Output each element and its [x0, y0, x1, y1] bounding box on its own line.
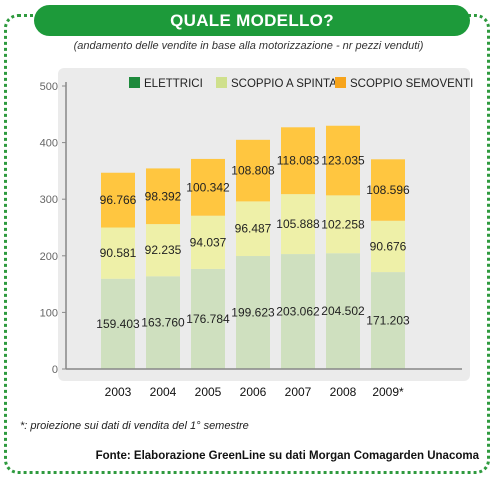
legend-label: SCOPPIO A SPINTA [231, 78, 337, 90]
bar-segment-scoppio-semoventi [326, 125, 360, 196]
bar-segment-scoppio-a-spinta [191, 215, 225, 269]
bar-segment-scoppio-semoventi [281, 127, 315, 195]
bar-segment-scoppio-a-spinta [326, 195, 360, 254]
bar-segment-elettrici [236, 256, 270, 369]
bar-segment-scoppio-a-spinta [101, 227, 135, 279]
data-label: 90.581 [100, 246, 137, 260]
x-tick-label: 2006 [240, 385, 267, 399]
bar-stack-2009: 171.203 90.676 108.596 [366, 159, 410, 369]
data-label: 199.623 [231, 306, 275, 320]
data-label: 90.676 [370, 239, 407, 253]
data-label: 96.487 [235, 222, 272, 236]
x-tick-label: 2008 [330, 385, 357, 399]
y-tick-label: 400 [40, 138, 58, 150]
bar-segment-scoppio-semoventi [371, 159, 405, 221]
data-label: 96.766 [100, 193, 137, 207]
bar-segment-scoppio-a-spinta [236, 201, 270, 257]
data-label: 105.888 [276, 217, 320, 231]
bar-stack-2004: 163.760 92.235 98.392 [141, 168, 185, 369]
x-tick-label: 2007 [285, 385, 312, 399]
y-tick-label: 200 [40, 251, 58, 263]
y-axis: 0 100 200 300 400 500 [40, 81, 67, 376]
bar-stack-2003: 159.403 90.581 96.766 [96, 172, 140, 369]
bar-segment-scoppio-semoventi [191, 158, 225, 216]
data-label: 108.808 [231, 164, 275, 178]
bar-stack-2008: 204.502 102.258 123.035 [321, 125, 365, 369]
bar-segment-elettrici [281, 254, 315, 369]
data-label: 203.062 [276, 305, 320, 319]
legend: ELETTRICI SCOPPIO A SPINTA SCOPPIO SEMOVEN… [129, 77, 473, 90]
y-tick-label: 500 [40, 81, 58, 93]
bar-segment-scoppio-semoventi [101, 172, 135, 228]
data-label: 159.403 [96, 317, 140, 331]
bar-segment-scoppio-a-spinta [146, 224, 180, 277]
data-label: 176.784 [186, 312, 230, 326]
data-label: 163.760 [141, 316, 185, 330]
bar-segment-scoppio-a-spinta [371, 220, 405, 273]
bar-segment-scoppio-a-spinta [281, 194, 315, 255]
legend-swatch [216, 77, 227, 88]
bar-segment-scoppio-semoventi [236, 139, 270, 202]
legend-label: ELETTRICI [144, 78, 203, 90]
legend-swatch [335, 77, 346, 88]
bar-stack-2007: 203.062 105.888 118.083 [276, 127, 320, 369]
data-label: 108.596 [366, 183, 410, 197]
data-label: 92.235 [145, 243, 182, 257]
data-label: 94.037 [190, 235, 227, 249]
data-label: 123.035 [321, 154, 365, 168]
source-note: Fonte: Elaborazione GreenLine su dati Mo… [95, 450, 479, 462]
y-tick-label: 0 [52, 364, 58, 376]
x-tick-label: 2009* [372, 385, 404, 399]
x-tick-label: 2003 [105, 385, 132, 399]
data-label: 204.502 [321, 304, 365, 318]
x-tick-label: 2004 [150, 385, 177, 399]
bar-segment-elettrici [326, 253, 360, 369]
x-axis: 2003 2004 2005 2006 2007 2008 2009* [66, 368, 462, 399]
title-banner: QUALE MODELLO? [34, 5, 470, 36]
footnote: *: proiezione sui dati di vendita del 1°… [20, 420, 249, 432]
legend-swatch [129, 77, 140, 88]
data-label: 100.342 [186, 180, 230, 194]
bars: 159.403 90.581 96.766 163.760 92.235 98.392 17… [96, 125, 410, 369]
bar-segment-elettrici [101, 278, 135, 369]
x-tick-label: 2005 [195, 385, 222, 399]
bar-stack-2005: 176.784 94.037 100.342 [186, 158, 230, 369]
bar-segment-elettrici [191, 268, 225, 369]
data-label: 118.083 [277, 154, 320, 168]
bar-segment-elettrici [146, 276, 180, 369]
bar-segment-scoppio-semoventi [146, 168, 180, 225]
data-label: 102.258 [321, 217, 365, 231]
data-label: 171.203 [366, 314, 410, 328]
bar-segment-elettrici [371, 272, 405, 369]
chart-subtitle: (andamento delle vendite in base alla mo… [73, 40, 424, 52]
bar-stack-2006: 199.623 96.487 108.808 [231, 139, 275, 369]
chart-title: QUALE MODELLO? [170, 10, 334, 30]
y-tick-label: 300 [40, 194, 58, 206]
legend-label: SCOPPIO SEMOVENTI [350, 78, 473, 90]
data-label: 98.392 [145, 189, 182, 203]
y-tick-label: 100 [40, 307, 58, 319]
